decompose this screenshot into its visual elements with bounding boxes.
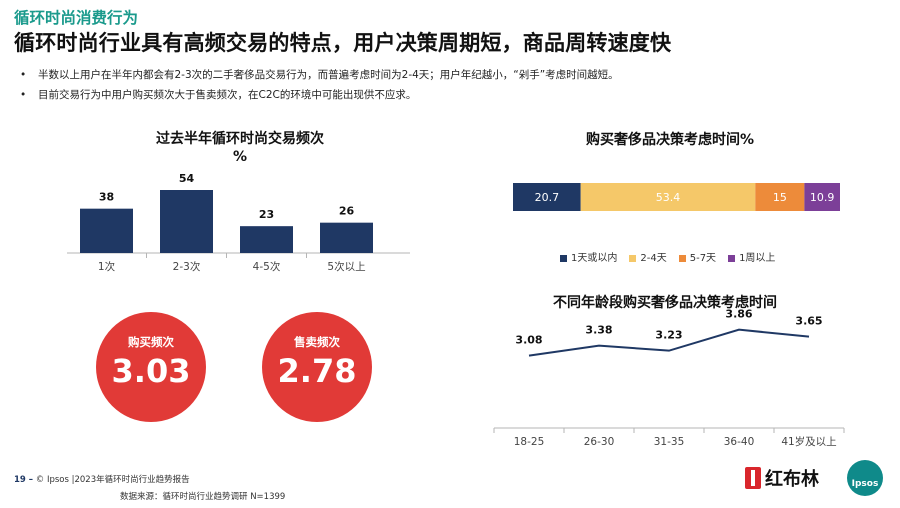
chart-frequency-title: 过去半年循环时尚交易频次 % xyxy=(100,130,380,166)
legend-item: 1天或以内 xyxy=(560,249,617,264)
segment-label: 10.9 xyxy=(810,191,835,204)
chart-age-decision-title: 不同年龄段购买奢侈品决策考虑时间 xyxy=(553,295,777,311)
copyright: © Ipsos |2023年循环时尚行业趋势报告 xyxy=(35,475,190,485)
ipsos-logo: Ipsos xyxy=(847,460,883,496)
legend-item: 2-4天 xyxy=(629,249,667,264)
data-label: 26 xyxy=(339,205,355,218)
x-tick-label: 41岁及以上 xyxy=(781,435,836,448)
bar xyxy=(240,226,293,253)
data-label: 3.38 xyxy=(585,324,612,337)
kpi-buy-label: 购买频次 xyxy=(128,335,174,349)
footer-citation: 19 – © Ipsos |2023年循环时尚行业趋势报告 xyxy=(14,473,190,485)
legend-item: 1周以上 xyxy=(728,249,775,264)
data-label: 3.86 xyxy=(725,308,752,321)
legend-label: 1周以上 xyxy=(739,253,776,264)
page-headline: 循环时尚行业具有高频交易的特点，用户决策周期短，商品周转速度快 xyxy=(14,31,672,55)
legend-label: 5-7天 xyxy=(689,253,717,264)
chart-decision-time-title: 购买奢侈品决策考虑时间% xyxy=(585,132,755,148)
chart-frequency-title-text: 过去半年循环时尚交易频次 xyxy=(156,131,324,147)
data-source: 数据来源：循环时尚行业趋势调研 N=1399 xyxy=(120,492,286,502)
x-tick-label: 36-40 xyxy=(724,436,755,448)
bar xyxy=(320,222,373,253)
segment-label: 15 xyxy=(773,191,787,204)
kpi-sell-label: 售卖频次 xyxy=(294,335,340,349)
legend-item: 5-7天 xyxy=(678,249,717,264)
legend-label: 2-4天 xyxy=(640,253,667,264)
data-label: 3.65 xyxy=(795,315,822,328)
x-tick-label: 31-35 xyxy=(654,436,685,448)
x-tick-label: 5次以上 xyxy=(327,260,365,273)
legend-swatch xyxy=(629,254,637,262)
data-label: 23 xyxy=(259,208,274,221)
bullet-dot: • xyxy=(20,69,27,81)
stacked-segment xyxy=(580,183,756,211)
bullet-dot: • xyxy=(20,89,27,101)
segment-label: 53.4 xyxy=(656,191,681,204)
stacked-segment xyxy=(513,183,581,211)
segment-label: 20.7 xyxy=(535,191,560,204)
x-tick-label: 26-30 xyxy=(584,436,615,448)
bullet-1: • 半数以上用户在半年内都会有2-3次的二手奢侈品交易行为，而普遍考虑时间为2-4… xyxy=(20,67,619,82)
legend-swatch xyxy=(560,254,567,262)
kpi-buy-frequency: 购买频次 3.03 xyxy=(96,312,206,422)
stacked-segment xyxy=(804,183,840,211)
chart-frequency-unit: % xyxy=(232,149,248,165)
legend-swatch xyxy=(728,254,736,262)
bar xyxy=(160,190,213,253)
data-label: 3.23 xyxy=(655,329,682,342)
stacked-segment xyxy=(755,183,805,211)
kpi-sell-frequency: 售卖频次 2.78 xyxy=(262,312,372,422)
x-tick-label: 18-25 xyxy=(514,436,545,448)
chart-decision-time-legend: 1天或以内 2-4天 5-7天 1周以上 xyxy=(560,249,775,264)
hongbulin-logo: 红布林 xyxy=(745,464,819,492)
bullet-text: 目前交易行为中用户购买频次大于售卖频次，在C2C的环境中可能出现供不应求。 xyxy=(38,89,417,101)
hongbulin-logo-text: 红布林 xyxy=(765,469,819,490)
kpi-buy-value: 3.03 xyxy=(111,352,191,390)
page-number: 19 – xyxy=(14,475,34,485)
x-tick-label: 4-5次 xyxy=(253,260,281,273)
series-line xyxy=(528,328,810,357)
legend-label: 1天或以内 xyxy=(571,253,618,264)
data-label: 3.08 xyxy=(515,334,542,347)
legend-swatch xyxy=(678,254,686,262)
hongbulin-logo-icon xyxy=(745,467,761,489)
x-tick-label: 1次 xyxy=(98,260,116,273)
bar xyxy=(80,208,133,253)
bullet-2: • 目前交易行为中用户购买频次大于售卖频次，在C2C的环境中可能出现供不应求。 xyxy=(20,87,416,102)
data-label: 38 xyxy=(99,191,114,204)
data-label: 54 xyxy=(179,172,195,185)
kpi-sell-value: 2.78 xyxy=(277,352,357,390)
bullet-text: 半数以上用户在半年内都会有2-3次的二手奢侈品交易行为，而普遍考虑时间为2-4天… xyxy=(38,69,619,81)
x-tick-label: 2-3次 xyxy=(173,260,201,273)
section-title: 循环时尚消费行为 xyxy=(14,9,139,27)
